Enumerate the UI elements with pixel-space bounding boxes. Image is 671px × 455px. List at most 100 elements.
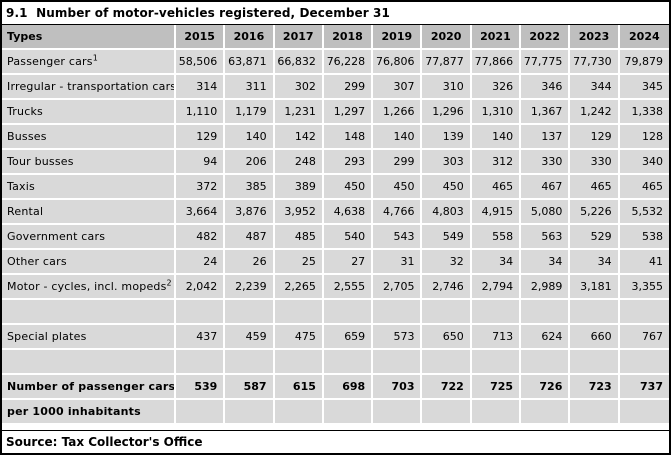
value-cell: 467 [521,175,571,200]
row-label-text: Number of passenger cars [7,380,176,393]
value-cell: 140 [373,125,423,150]
table-row: Trucks 1,110 1,179 1,231 1,297 1,266 1,296 1,31… [2,100,669,125]
table-row: Motor - cycles, incl. mopeds2 2,042 2,239 2… [2,275,669,300]
value-cell: 76,228 [323,50,374,75]
value-cell [422,400,472,425]
value-cell [570,400,620,425]
value-cell: 437 [176,325,226,350]
value-cell: 4,803 [422,200,472,225]
row-label-text: per 1000 inhabitants [7,405,141,418]
table-row: per 1000 inhabitants [2,400,669,425]
value-cell: 293 [323,150,374,175]
value-cell: 77,866 [471,50,522,75]
value-cell: 465 [619,175,669,200]
value-cell [274,400,324,425]
value-cell: 58,506 [176,50,226,75]
value-cell: 310 [422,75,472,100]
value-cell: 659 [323,325,374,350]
row-label: Trucks [2,100,176,125]
value-cell: 77,730 [570,50,620,75]
value-cell: 66,832 [274,50,324,75]
value-cell: 2,705 [373,275,423,300]
row-label-text: Taxis [7,180,35,193]
value-cell: 307 [373,75,423,100]
value-cell [323,300,374,325]
header-types: Types [2,25,176,50]
value-cell: 129 [176,125,226,150]
row-label-text: Tour busses [7,155,74,168]
header-year: 2019 [373,25,423,50]
table-row: Tour busses 94 206 248 293 299 303 312 330 330 340 [2,150,669,175]
value-cell: 330 [521,150,571,175]
row-label: Motor - cycles, incl. mopeds2 [2,275,176,300]
value-cell [274,350,324,375]
value-cell [422,350,472,375]
value-cell: 206 [225,150,275,175]
value-cell: 1,310 [471,100,522,125]
value-cell: 345 [619,75,669,100]
value-cell: 5,532 [619,200,669,225]
value-cell: 543 [373,225,423,250]
header-year: 2022 [521,25,571,50]
value-cell: 450 [373,175,423,200]
value-cell [422,300,472,325]
value-cell [225,400,275,425]
value-cell [619,300,669,325]
value-cell: 475 [274,325,324,350]
value-cell: 725 [471,375,522,400]
value-cell: 722 [422,375,472,400]
row-label-text: Passenger cars [7,55,93,68]
value-cell [521,400,571,425]
source-note: Source: Tax Collector's Office [2,430,669,453]
spacer-row [2,300,669,325]
row-label: Tour busses [2,150,176,175]
header-year: 2024 [619,25,669,50]
value-cell [570,350,620,375]
row-label-text: Other cars [7,255,67,268]
value-cell: 2,794 [471,275,522,300]
value-cell: 615 [274,375,324,400]
value-cell [373,400,423,425]
value-cell: 311 [225,75,275,100]
header-year: 2023 [570,25,620,50]
value-cell: 482 [176,225,226,250]
row-label-text: Special plates [7,330,87,343]
value-cell: 302 [274,75,324,100]
row-label: Taxis [2,175,176,200]
value-cell: 767 [619,325,669,350]
value-cell [176,300,226,325]
value-cell: 1,297 [323,100,374,125]
row-label: Special plates [2,325,176,350]
value-cell [521,350,571,375]
value-cell: 3,355 [619,275,669,300]
value-cell: 34 [521,250,571,275]
value-cell: 485 [274,225,324,250]
value-cell: 2,555 [323,275,374,300]
value-cell: 2,042 [176,275,226,300]
value-cell: 1,367 [521,100,571,125]
value-cell [176,400,226,425]
value-cell: 1,231 [274,100,324,125]
value-cell: 314 [176,75,226,100]
value-cell: 389 [274,175,324,200]
value-cell: 139 [422,125,472,150]
row-label-text: Trucks [7,105,43,118]
value-cell: 142 [274,125,324,150]
table-body: Passenger cars1 58,506 63,871 66,832 76,228 7… [2,50,669,425]
value-cell: 299 [323,75,374,100]
table-row: Special plates 437 459 475 659 573 650 713 624 66… [2,325,669,350]
value-cell: 1,266 [373,100,423,125]
value-cell: 698 [323,375,374,400]
row-label [2,350,176,375]
value-cell: 4,915 [471,200,522,225]
row-label-text: Rental [7,205,44,218]
value-cell [373,350,423,375]
value-cell: 3,876 [225,200,275,225]
value-cell: 4,766 [373,200,423,225]
row-label [2,300,176,325]
header-year: 2015 [176,25,226,50]
header-row: Types 2015 2016 2017 2018 2019 2020 2021 2022 20… [2,25,669,50]
value-cell: 385 [225,175,275,200]
value-cell [619,400,669,425]
